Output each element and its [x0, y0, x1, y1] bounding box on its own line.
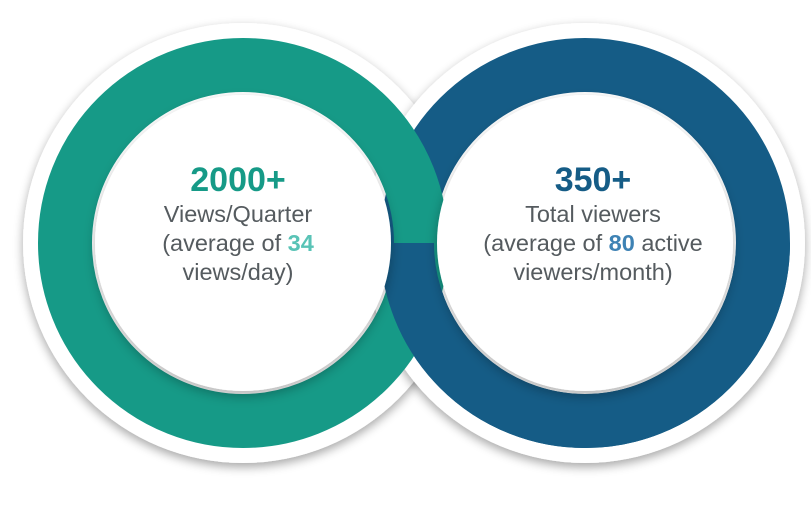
right-stat-detail: (average of 80 active	[463, 229, 723, 258]
right-detail-value: 80	[608, 230, 635, 256]
left-stat: 2000+ Views/Quarter (average of 34 views…	[108, 160, 368, 287]
right-stat-label: Total viewers	[525, 201, 661, 227]
right-stat-number: 350+	[554, 161, 632, 199]
left-detail-value: 34	[287, 230, 314, 256]
right-detail-after-value: active	[634, 230, 703, 256]
right-ring-overlap	[380, 243, 790, 448]
left-stat-label: Views/Quarter	[163, 201, 313, 227]
left-detail-prefix: (average of	[162, 230, 288, 256]
left-inner-disc	[95, 95, 391, 391]
left-stat-detail-suffix: views/day)	[182, 259, 294, 285]
right-inner-disc	[437, 95, 733, 391]
right-detail-prefix: (average of	[483, 230, 609, 256]
left-stat-detail: (average of 34	[108, 229, 368, 258]
left-stat-number: 2000+	[190, 161, 286, 199]
right-stat: 350+ Total viewers (average of 80 active…	[463, 160, 723, 287]
right-stat-detail-suffix: viewers/month)	[513, 259, 673, 285]
